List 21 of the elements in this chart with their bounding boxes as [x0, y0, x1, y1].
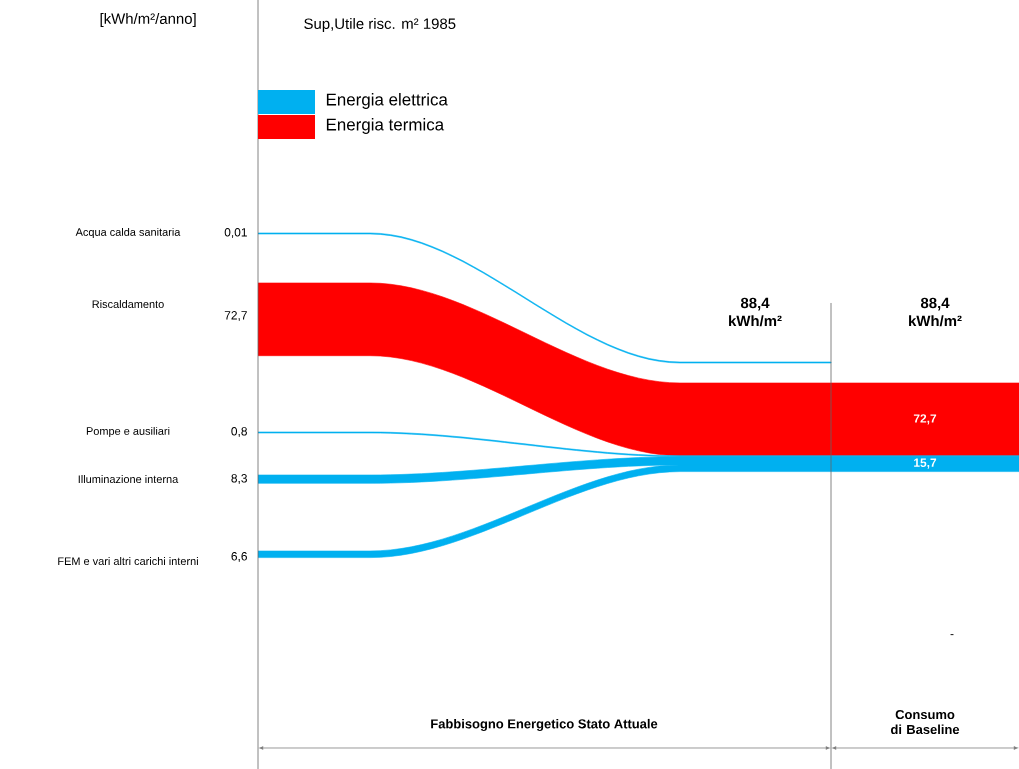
category-label: Pompe e ausiliari — [86, 426, 170, 438]
text: Fabbisogno Energetico Stato Attuale — [431, 718, 658, 732]
text: 15,7 — [914, 458, 937, 469]
category-label: FEM e vari altri carichi interni — [58, 556, 198, 566]
data-label: 72,7 — [224, 311, 247, 321]
category-label: Acqua calda sanitaria — [75, 227, 181, 239]
legend-label: Energia elettrica — [326, 93, 448, 109]
text: 88,4 kWh/m² — [729, 297, 782, 327]
text: 88,4 kWh/m² — [909, 297, 962, 327]
text: - — [950, 634, 954, 636]
text: 72,7 — [913, 414, 937, 425]
category-label: Riscaldamento — [92, 299, 164, 309]
text: Sup,Utile risc. m² 1985 — [304, 18, 456, 32]
category-label: Illuminazione interna — [78, 474, 179, 484]
legend-label: Energia termica — [326, 118, 445, 134]
data-label: 0,8 — [231, 427, 247, 437]
text: [kWh/m²/anno] — [100, 13, 196, 27]
data-label: 6,6 — [231, 552, 247, 562]
data-label: 8,3 — [231, 474, 247, 484]
text: Consumo di Baseline — [890, 709, 960, 735]
data-label: 0,01 — [224, 228, 247, 238]
